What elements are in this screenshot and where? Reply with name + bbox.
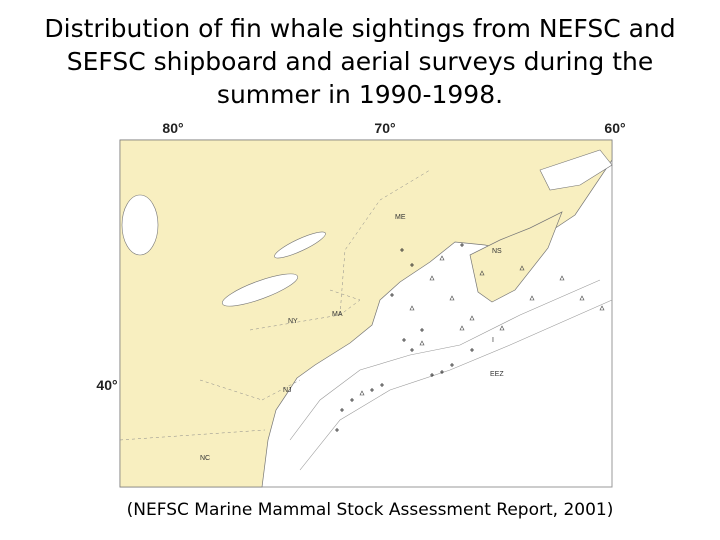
place-label: NC [200,455,210,462]
longitude-label: 70° [374,120,395,136]
longitude-label: 80° [162,120,183,136]
caption: (NEFSC Marine Mammal Stock Assessment Re… [126,500,614,520]
place-label: I [492,337,494,344]
place-label: MA [332,311,343,318]
mainland [119,139,613,488]
place-label: NY [288,318,298,325]
longitude-label: 60° [604,120,625,136]
sightings-shipboard [335,243,474,432]
shelf-contours [289,279,613,471]
lake [221,273,299,307]
place-label: EEZ [490,371,504,378]
lake [121,194,159,256]
latitude-label: 40° [96,377,117,393]
slide-title: Distribution of fin whale sightings from… [44,14,676,109]
gulf [539,149,613,191]
place-label: NS [492,248,502,255]
place-label: NJ [283,387,292,394]
nova-scotia [469,211,563,303]
lake [274,231,326,259]
sightings-aerial [359,255,605,396]
borders [119,169,431,441]
place-label: ME [395,214,406,221]
